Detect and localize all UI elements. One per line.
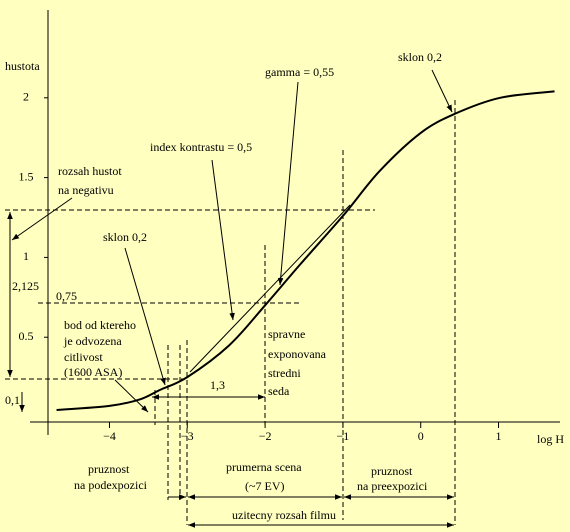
y-tick-label: 2 [23, 90, 29, 104]
annotation: (~7 EV) [245, 479, 284, 493]
annotation: na podexpozici [74, 478, 148, 492]
annotation: stredni [268, 366, 301, 380]
annotation: index kontrastu = 0,5 [150, 140, 252, 154]
x-tick-label: 1 [496, 429, 502, 443]
annotation: na negativu [58, 183, 114, 197]
x-tick-label: −1 [337, 429, 350, 443]
annotation: spravne [268, 327, 305, 341]
y-axis-label: hustota [5, 59, 40, 73]
y-tick-label: 1.5 [19, 169, 34, 183]
annotation: prumerna scena [226, 460, 302, 474]
x-tick-label: −2 [259, 429, 272, 443]
annotation: sklon 0,2 [398, 50, 442, 64]
annotation: 0,1 [5, 393, 20, 407]
annotation: seda [268, 384, 290, 398]
annotation: je odvozena [63, 334, 122, 348]
annotation: exponovana [268, 347, 327, 361]
annotation: pruznost [371, 464, 413, 478]
annotation: sklon 0,2 [103, 230, 147, 244]
y-tick-label: 0.5 [19, 329, 34, 343]
y-tick-label: 1 [23, 249, 29, 263]
annotation: citlivost [64, 350, 103, 364]
annotation: 0,75 [56, 289, 77, 303]
annotation: 1,3 [210, 378, 225, 392]
annotation: rozsah hustot [58, 164, 122, 178]
arrows [7, 69, 454, 528]
x-tick-label: 0 [418, 429, 424, 443]
annotation: gamma = 0,55 [265, 65, 334, 79]
annotation: uzitecny rozsah filmu [232, 508, 336, 522]
annotation: na preexpozici [357, 479, 428, 493]
annotation: bod od ktereho [64, 318, 136, 332]
annotation: pruznost [88, 462, 130, 476]
x-axis-label: log H [537, 432, 564, 446]
annotation: 2,125 [12, 279, 39, 293]
annotation: (1600 ASA) [64, 365, 122, 379]
x-tick-label: −3 [181, 429, 194, 443]
guides [5, 100, 456, 525]
x-tick-label: −4 [103, 429, 116, 443]
curve [56, 90, 555, 412]
